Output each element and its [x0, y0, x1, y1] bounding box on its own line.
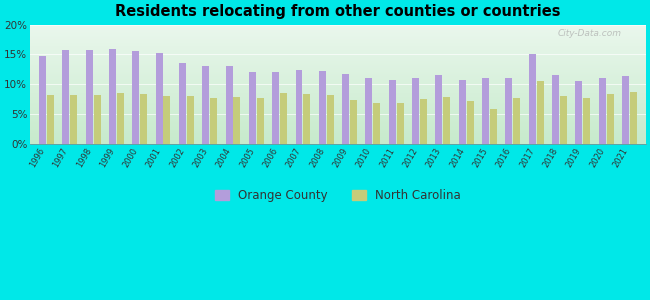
Bar	[47, 95, 54, 144]
Bar	[342, 74, 349, 144]
Bar	[537, 81, 543, 144]
Bar	[575, 81, 582, 144]
Bar	[482, 78, 489, 144]
Bar	[249, 72, 256, 144]
Bar	[187, 96, 194, 144]
Bar	[443, 97, 450, 144]
Bar	[327, 95, 333, 144]
Bar	[599, 78, 606, 144]
Bar	[109, 49, 116, 144]
Bar	[257, 98, 264, 144]
Bar	[70, 95, 77, 144]
Bar	[373, 103, 380, 144]
Bar	[39, 56, 46, 144]
Bar	[319, 71, 326, 144]
Bar	[155, 53, 162, 144]
Bar	[528, 54, 536, 144]
Bar	[552, 75, 559, 144]
Bar	[280, 93, 287, 144]
Bar	[272, 72, 279, 144]
Bar	[296, 70, 302, 144]
Legend: Orange County, North Carolina: Orange County, North Carolina	[210, 184, 466, 207]
Bar	[420, 99, 427, 144]
Bar	[606, 94, 614, 144]
Bar	[179, 63, 186, 144]
Bar	[506, 78, 512, 144]
Bar	[202, 66, 209, 144]
Bar	[304, 94, 311, 144]
Bar	[396, 103, 404, 144]
Bar	[350, 100, 357, 144]
Bar	[62, 50, 70, 144]
Bar	[436, 75, 443, 144]
Bar	[233, 97, 240, 144]
Bar	[132, 51, 139, 144]
Bar	[210, 98, 217, 144]
Bar	[140, 94, 147, 144]
Bar	[467, 101, 474, 144]
Bar	[389, 80, 396, 144]
Bar	[583, 98, 590, 144]
Bar	[94, 95, 101, 144]
Bar	[514, 98, 521, 144]
Bar	[622, 76, 629, 144]
Bar	[560, 96, 567, 144]
Bar	[226, 66, 233, 144]
Text: City-Data.com: City-Data.com	[557, 29, 621, 38]
Bar	[365, 78, 372, 144]
Title: Residents relocating from other counties or countries: Residents relocating from other counties…	[115, 4, 561, 19]
Bar	[164, 96, 170, 144]
Bar	[630, 92, 637, 144]
Bar	[459, 80, 466, 144]
Bar	[490, 109, 497, 144]
Bar	[412, 78, 419, 144]
Bar	[86, 50, 92, 144]
Bar	[117, 93, 124, 144]
